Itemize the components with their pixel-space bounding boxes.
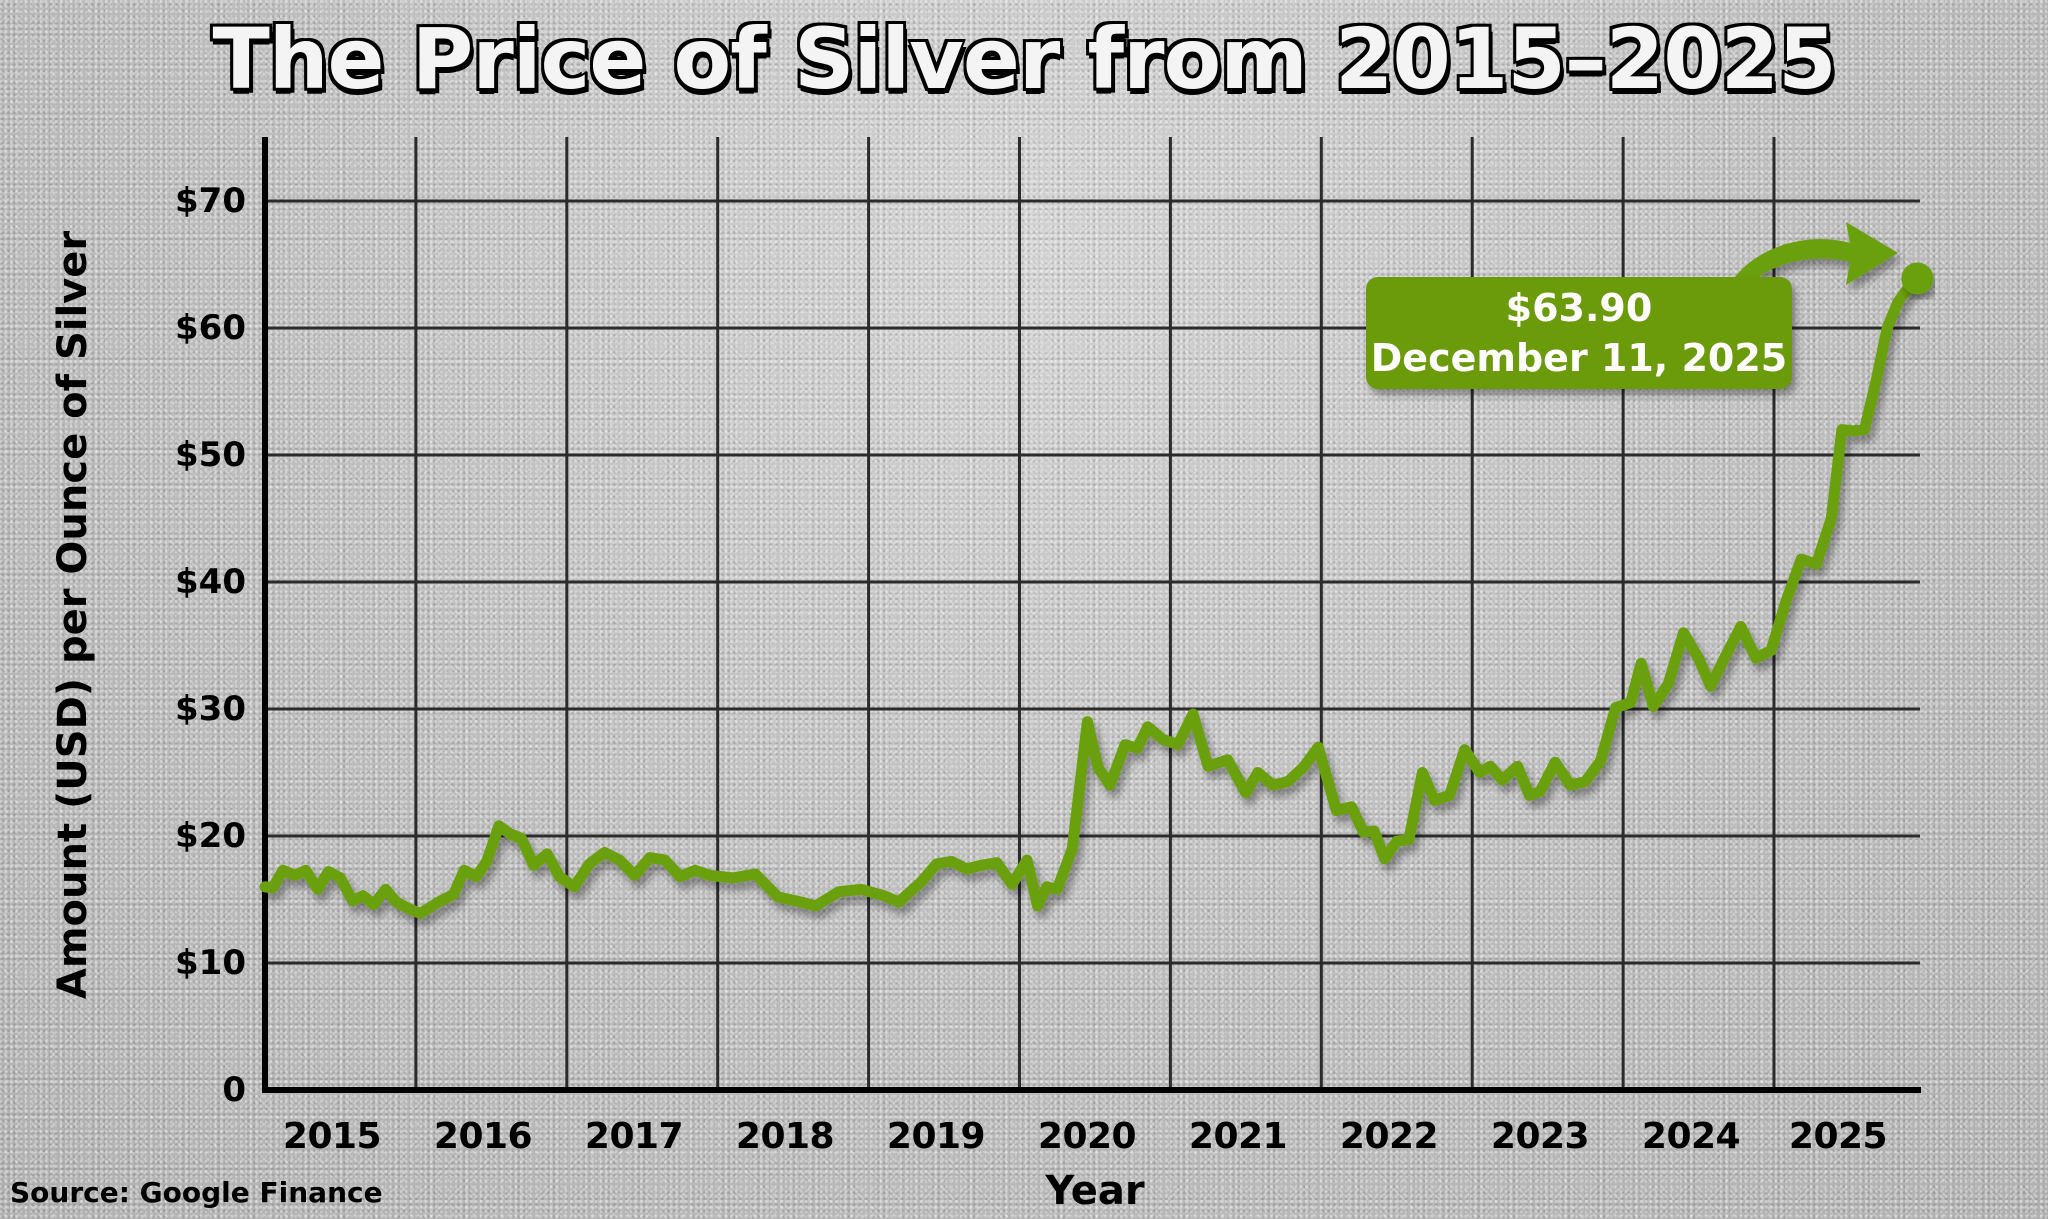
y-tick-label: 0: [222, 1070, 246, 1110]
x-tick-label: 2024: [1641, 1116, 1741, 1157]
y-tick-label: $20: [175, 816, 246, 856]
y-tick-label: $40: [175, 562, 246, 602]
y-tick-label: $50: [175, 435, 246, 475]
axes: [262, 137, 1921, 1093]
callout-price: $63.90: [1505, 286, 1653, 330]
callout-date: December 11, 2025: [1370, 336, 1788, 380]
source-note: Source: Google Finance: [10, 1176, 383, 1209]
x-tick-label: 2018: [735, 1116, 835, 1157]
chart-title: The Price of Silver from 2015–2025: [210, 8, 1838, 110]
price-line: [259, 273, 1923, 919]
y-tick-label: $30: [175, 689, 246, 729]
x-tick-label: 2025: [1788, 1116, 1888, 1157]
x-tick-label: 2015: [282, 1116, 382, 1157]
arrow-icon: [1735, 222, 1898, 285]
x-tick-label: 2023: [1490, 1116, 1590, 1157]
endpoint-marker: [1901, 262, 1934, 295]
x-tick-label: 2021: [1188, 1116, 1288, 1157]
x-tick-label: 2022: [1339, 1116, 1439, 1157]
y-tick-label: $60: [175, 308, 246, 348]
x-axis-label: Year: [1045, 1168, 1145, 1214]
y-tick-label: $70: [175, 181, 246, 221]
price-callout: $63.90 December 11, 2025: [1366, 277, 1792, 389]
gridlines: [265, 137, 1920, 1090]
x-tick-label: 2017: [584, 1116, 684, 1157]
y-tick-label: $10: [175, 943, 246, 983]
x-tick-label: 2016: [433, 1116, 533, 1157]
x-tick-label: 2020: [1037, 1116, 1137, 1157]
x-tick-label: 2019: [886, 1116, 986, 1157]
